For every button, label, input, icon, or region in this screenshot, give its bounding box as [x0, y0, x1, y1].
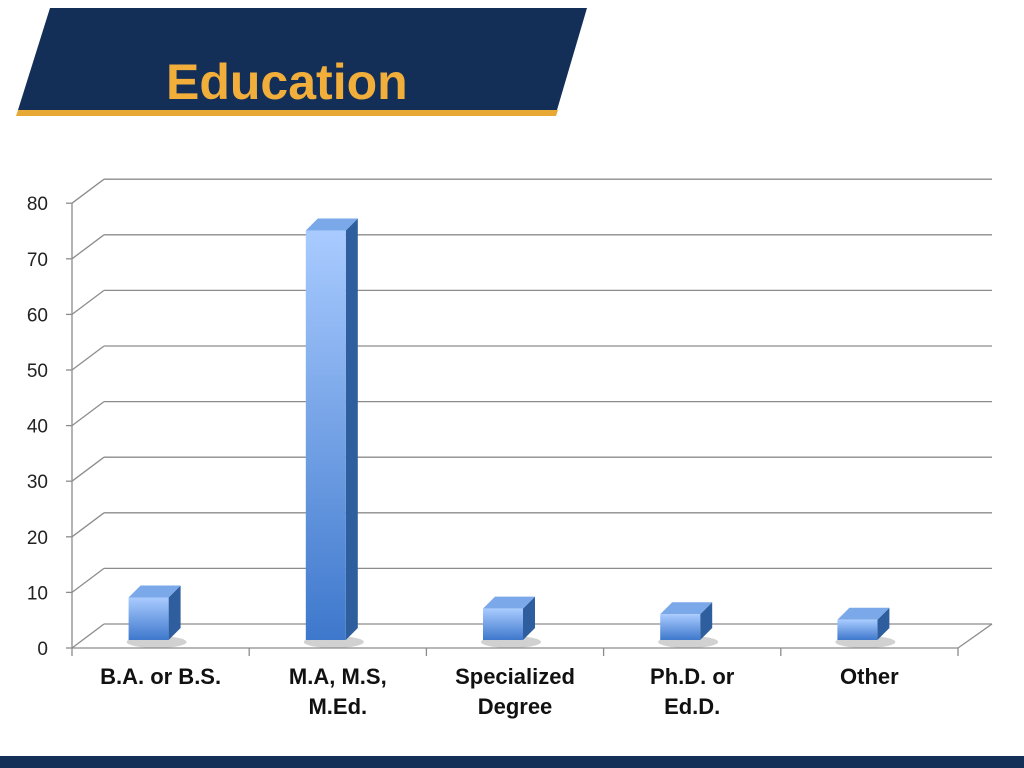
bar-front [483, 608, 523, 640]
x-category-label-line: Other [840, 664, 899, 689]
gridline-side [71, 623, 105, 649]
bar [658, 602, 719, 648]
y-tick-label: 70 [27, 250, 48, 271]
bar [481, 596, 541, 648]
bar-front [837, 619, 878, 640]
gridline-side [71, 567, 105, 593]
gridline-side [71, 289, 105, 315]
x-category-label: Specialized Degree [430, 662, 600, 722]
bar-side [877, 607, 890, 640]
slide-title: Education [166, 54, 408, 110]
bar-top [128, 585, 181, 598]
y-tick-label: 50 [27, 361, 48, 382]
gridline-side [71, 178, 105, 204]
bar-front [305, 230, 346, 640]
x-category-label-line: Specialized [455, 664, 575, 689]
bar-top [660, 602, 713, 615]
bar-side [168, 585, 181, 640]
y-tick-label: 20 [27, 528, 48, 549]
x-category-label-line: M.A, M.S, [288, 664, 387, 689]
x-category-label-line: B.A. or B.S. [100, 664, 222, 689]
x-category-label-line: Ph.D. or [650, 664, 735, 689]
bar [303, 218, 364, 648]
x-category-label: Ph.D. or Ed.D. [607, 662, 777, 722]
x-category-label: M.A, M.S, M.Ed. [253, 662, 423, 722]
x-category-label: B.A. or B.S. [76, 662, 246, 692]
bar-side [700, 602, 713, 640]
title-banner-shape [18, 8, 587, 110]
title-banner [16, 8, 587, 116]
bar-top [305, 218, 358, 231]
y-tick-label: 30 [27, 472, 48, 493]
y-tick-label: 80 [27, 194, 48, 215]
bar-top [837, 607, 890, 620]
bar-side [523, 596, 535, 640]
bar-front [660, 614, 701, 640]
bar-side [345, 218, 358, 640]
education-bar-chart: 0 10 20 30 40 50 60 70 80 B.A. or B.S. M.A, M.S, M… [0, 150, 1024, 730]
gridline-side [71, 234, 105, 260]
y-tick-label: 0 [37, 639, 48, 660]
bar [835, 607, 896, 648]
bar [126, 585, 187, 648]
bar-front [128, 597, 169, 640]
bar-top [483, 596, 535, 609]
title-banner-accent [16, 110, 558, 116]
x-category-label-line: M.Ed. [308, 694, 368, 719]
gridline-side [71, 456, 105, 482]
chart-plot-area: 0 10 20 30 40 50 60 70 80 [27, 178, 993, 660]
y-tick-label: 10 [27, 583, 48, 604]
gridline-side [71, 401, 105, 427]
x-category-label: Other [784, 662, 954, 692]
x-category-label-line: Degree [477, 694, 553, 719]
floor-edge [957, 623, 993, 649]
gridline-side [71, 345, 105, 371]
gridline-side [71, 512, 105, 538]
y-tick-label: 60 [27, 305, 48, 326]
footer-bar [0, 756, 1024, 768]
x-category-label-line: Ed.D. [664, 694, 721, 719]
y-tick-label: 40 [27, 417, 48, 438]
